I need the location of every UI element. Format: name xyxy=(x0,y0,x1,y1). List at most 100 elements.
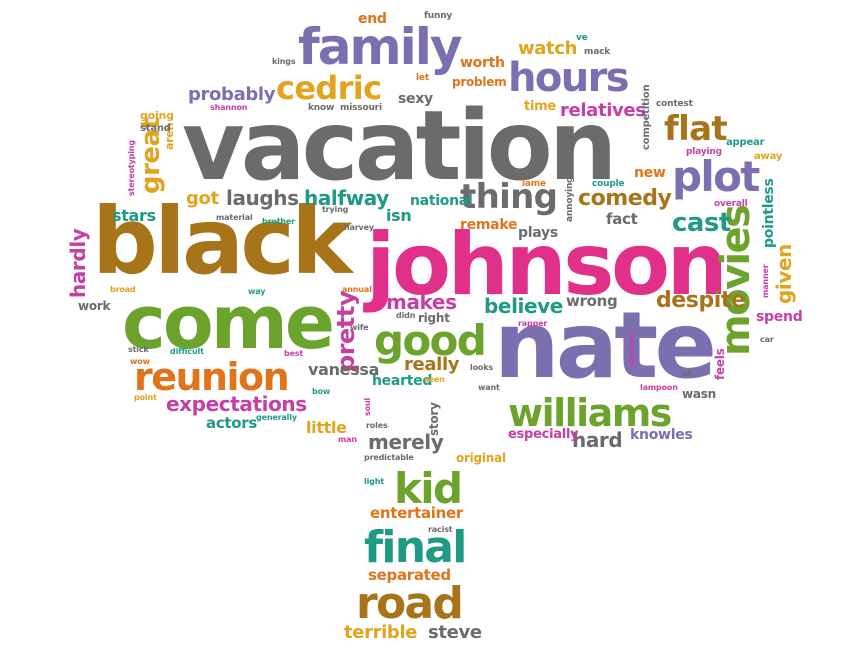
word-steve: steve xyxy=(428,622,482,643)
word-plot: plot xyxy=(672,152,760,201)
word-predictable: predictable xyxy=(364,453,414,462)
word-let: let xyxy=(416,73,429,83)
word-remake: remake xyxy=(460,217,518,233)
word-light: light xyxy=(364,477,384,486)
word-laughs: laughs xyxy=(226,186,299,210)
word-comedy: comedy xyxy=(578,186,672,211)
word-material: material xyxy=(216,213,253,222)
word-wow: wow xyxy=(130,357,150,366)
word-wrong: wrong xyxy=(566,292,618,310)
word-overall: overall xyxy=(714,199,748,209)
word-rapper: rapper xyxy=(518,319,548,328)
word-end: end xyxy=(358,11,387,27)
word-reunion: reunion xyxy=(134,355,290,399)
word-right: right xyxy=(418,311,450,325)
word-vacation: vacation xyxy=(182,90,617,202)
word-especially: especially xyxy=(508,427,579,442)
word-family: family xyxy=(298,18,462,76)
word-problem: problem xyxy=(452,75,507,89)
word-lame: lame xyxy=(522,179,546,189)
word-pointless: pointless xyxy=(761,178,777,248)
word-competition: competition xyxy=(641,84,652,150)
word-watch: watch xyxy=(518,38,578,59)
word-point: point xyxy=(134,393,157,402)
word-ok: ok xyxy=(682,369,693,378)
word-cedric: cedric xyxy=(276,69,382,107)
word-annoying: annoying xyxy=(565,176,575,222)
word-nate: nate xyxy=(494,292,717,399)
word-expectations: expectations xyxy=(166,392,307,416)
word-wasn: wasn xyxy=(682,387,716,401)
word-knowles: knowles xyxy=(630,427,693,443)
word-given: given xyxy=(772,243,796,304)
word-seen: seen xyxy=(424,375,445,384)
word-johnson: johnson xyxy=(366,215,728,315)
word-ve: ve xyxy=(576,33,588,43)
word-going: going xyxy=(140,109,174,122)
word-stereotyping: stereotyping xyxy=(127,140,136,196)
word-away: away xyxy=(754,151,783,162)
word-feels: feels xyxy=(713,348,727,380)
word-entertainer: entertainer xyxy=(370,504,463,522)
word-got: got xyxy=(186,188,219,209)
word-contest: contest xyxy=(656,99,693,109)
word-time: time xyxy=(524,99,556,114)
word-stick: stick xyxy=(128,345,149,354)
word-mack: mack xyxy=(584,47,611,57)
word-funny: funny xyxy=(424,11,453,21)
word-shannon: shannon xyxy=(210,103,248,112)
word-come: come xyxy=(122,280,335,366)
word-separated: separated xyxy=(368,566,451,584)
word-terrible: terrible xyxy=(344,622,418,643)
word-worth: worth xyxy=(460,55,505,71)
word-thing: thing xyxy=(460,177,558,217)
word-story: story xyxy=(427,402,441,436)
word-looks: looks xyxy=(470,363,494,372)
word-vanessa: vanessa xyxy=(308,360,380,379)
word-brother: brother xyxy=(262,217,295,226)
word-merely: merely xyxy=(368,430,444,454)
word-plays: plays xyxy=(518,225,558,241)
word-really: really xyxy=(404,354,460,375)
word-kid: kid xyxy=(394,464,463,513)
word-wife: wife xyxy=(350,323,369,332)
word-spend: spend xyxy=(756,309,803,325)
word-probably: probably xyxy=(188,84,276,105)
word-despite: despite xyxy=(656,288,746,313)
word-kings: kings xyxy=(272,57,296,66)
word-missouri: missouri xyxy=(340,103,382,113)
word-way: way xyxy=(248,287,266,296)
word-generally: generally xyxy=(256,413,297,422)
word-didn: didn xyxy=(396,311,416,320)
word-work: work xyxy=(78,299,111,313)
word-fact: fact xyxy=(606,210,638,228)
word-original: original xyxy=(456,451,506,465)
word-final: final xyxy=(364,522,467,573)
word-stars: stars xyxy=(112,206,156,225)
word-playing: playing xyxy=(686,147,722,157)
word-makes: makes xyxy=(386,290,457,314)
word-bow: bow xyxy=(312,387,331,396)
word-cast: cast xyxy=(672,208,731,238)
word-believe: believe xyxy=(484,294,563,318)
word-black: black xyxy=(92,188,352,295)
word-know: know xyxy=(308,103,335,113)
word-best: best xyxy=(284,349,304,358)
word-car: car xyxy=(760,335,774,344)
word-road: road xyxy=(356,578,464,629)
word-national: national xyxy=(410,193,473,209)
word-stand: stand xyxy=(140,123,171,134)
word-trying: trying xyxy=(322,205,349,214)
word-hard: hard xyxy=(572,428,623,452)
word-harvey: harvey xyxy=(344,223,374,232)
word-isn: isn xyxy=(386,206,412,225)
word-roles: roles xyxy=(366,421,388,430)
word-manner: manner xyxy=(761,264,770,298)
word-broad: broad xyxy=(110,285,136,294)
word-lampoon: lampoon xyxy=(640,383,678,392)
word-difficult: difficult xyxy=(170,347,204,356)
word-annual: annual xyxy=(342,285,372,294)
word-sexy: sexy xyxy=(398,91,433,107)
word-relatives: relatives xyxy=(560,100,646,121)
